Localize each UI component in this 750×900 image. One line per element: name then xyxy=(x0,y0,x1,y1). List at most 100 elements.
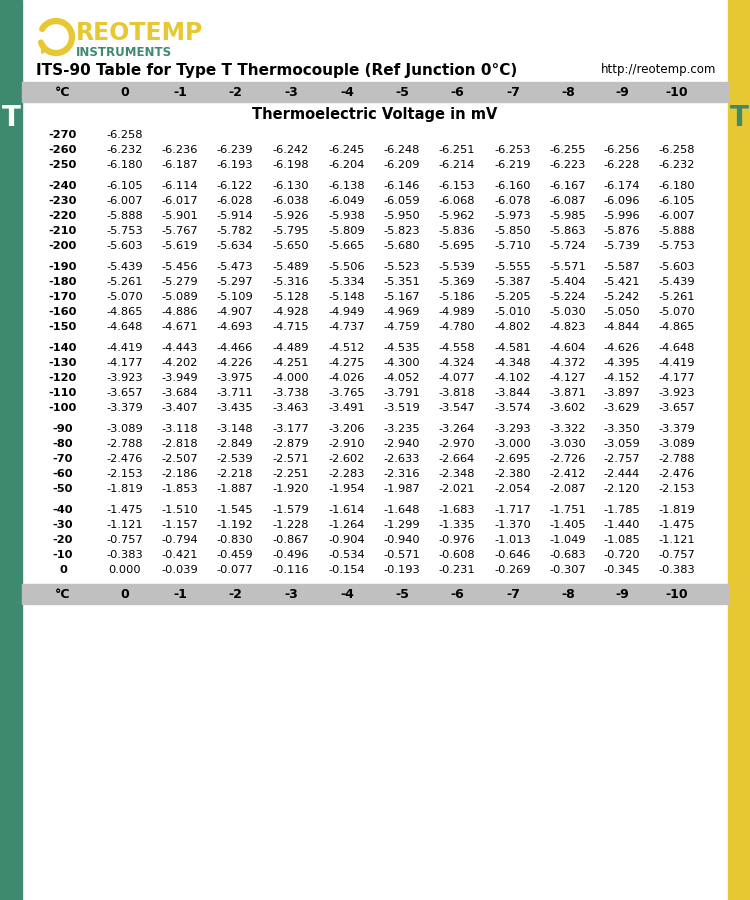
Text: -5.724: -5.724 xyxy=(550,240,586,250)
Text: -4.780: -4.780 xyxy=(439,321,476,331)
Text: 0: 0 xyxy=(121,86,129,98)
Text: -2.153: -2.153 xyxy=(658,483,695,493)
Text: -4.949: -4.949 xyxy=(328,307,365,317)
Text: -5.823: -5.823 xyxy=(384,226,420,236)
Text: -2.571: -2.571 xyxy=(273,454,309,464)
Text: -0.794: -0.794 xyxy=(162,535,198,545)
Text: -0.345: -0.345 xyxy=(604,564,640,574)
Text: -7: -7 xyxy=(506,86,520,98)
Text: -5.888: -5.888 xyxy=(106,211,143,221)
Text: -4.348: -4.348 xyxy=(495,358,531,368)
Text: -130: -130 xyxy=(49,358,77,368)
Text: -2.186: -2.186 xyxy=(162,469,198,479)
Text: -20: -20 xyxy=(53,535,74,545)
Text: -2.757: -2.757 xyxy=(604,454,640,464)
Text: -6.068: -6.068 xyxy=(439,196,476,206)
Text: -4.395: -4.395 xyxy=(604,358,640,368)
Text: -0.757: -0.757 xyxy=(658,550,695,560)
Text: -5.489: -5.489 xyxy=(273,263,309,273)
Text: -5.767: -5.767 xyxy=(162,226,198,236)
Text: -10: -10 xyxy=(53,550,74,560)
Text: -4.604: -4.604 xyxy=(550,344,586,354)
Text: -5: -5 xyxy=(395,588,409,601)
Text: -60: -60 xyxy=(53,469,74,479)
Text: -6.059: -6.059 xyxy=(384,196,420,206)
Text: -5.167: -5.167 xyxy=(384,292,420,302)
Text: -6.193: -6.193 xyxy=(217,159,254,169)
Text: -3.059: -3.059 xyxy=(604,439,640,449)
Text: -5.926: -5.926 xyxy=(273,211,309,221)
Text: INSTRUMENTS: INSTRUMENTS xyxy=(76,46,172,58)
Text: -5.050: -5.050 xyxy=(604,307,640,317)
Text: -4.275: -4.275 xyxy=(328,358,365,368)
Text: -1.121: -1.121 xyxy=(658,535,695,545)
Text: -1.475: -1.475 xyxy=(106,506,143,516)
Text: -4.648: -4.648 xyxy=(658,344,695,354)
Text: -4.466: -4.466 xyxy=(217,344,253,354)
Text: -6.096: -6.096 xyxy=(604,196,640,206)
Text: -4.512: -4.512 xyxy=(328,344,365,354)
Text: -2.818: -2.818 xyxy=(162,439,198,449)
Text: -0.534: -0.534 xyxy=(328,550,365,560)
Text: -3.657: -3.657 xyxy=(106,388,143,398)
Text: -3.089: -3.089 xyxy=(106,425,143,435)
Text: -1.049: -1.049 xyxy=(550,535,586,545)
Text: -2.940: -2.940 xyxy=(384,439,420,449)
Text: -4.969: -4.969 xyxy=(384,307,420,317)
Text: -80: -80 xyxy=(53,439,74,449)
Text: -6.078: -6.078 xyxy=(495,196,531,206)
Text: -0.646: -0.646 xyxy=(495,550,531,560)
Text: -1.887: -1.887 xyxy=(217,483,254,493)
Text: -3.897: -3.897 xyxy=(604,388,640,398)
Text: -0.383: -0.383 xyxy=(658,564,695,574)
Text: -3.118: -3.118 xyxy=(162,425,198,435)
Text: -6.258: -6.258 xyxy=(658,145,695,155)
Text: -5.387: -5.387 xyxy=(495,277,531,287)
Text: -3.293: -3.293 xyxy=(495,425,531,435)
Text: -4.535: -4.535 xyxy=(384,344,420,354)
Text: -160: -160 xyxy=(49,307,77,317)
Text: -4.886: -4.886 xyxy=(162,307,198,317)
Text: -1.192: -1.192 xyxy=(217,520,254,530)
Text: -1.370: -1.370 xyxy=(495,520,531,530)
Text: -6.248: -6.248 xyxy=(384,145,420,155)
Text: -5.836: -5.836 xyxy=(439,226,476,236)
Text: -5.439: -5.439 xyxy=(658,277,695,287)
Text: -4.419: -4.419 xyxy=(106,344,143,354)
Text: -150: -150 xyxy=(49,321,77,331)
Text: -4.152: -4.152 xyxy=(604,373,640,383)
Text: -5.650: -5.650 xyxy=(273,240,309,250)
Text: -1.545: -1.545 xyxy=(217,506,254,516)
Text: -1.121: -1.121 xyxy=(106,520,143,530)
Text: T: T xyxy=(2,104,20,132)
Text: -0.154: -0.154 xyxy=(328,564,365,574)
Text: -90: -90 xyxy=(53,425,74,435)
Text: 0: 0 xyxy=(59,564,67,574)
Text: -5.876: -5.876 xyxy=(604,226,640,236)
Text: -6.258: -6.258 xyxy=(106,130,143,140)
Text: -4.865: -4.865 xyxy=(106,307,143,317)
Text: -3.574: -3.574 xyxy=(495,402,531,412)
Text: -5.603: -5.603 xyxy=(658,263,695,273)
Text: -1.648: -1.648 xyxy=(384,506,420,516)
Text: -4.671: -4.671 xyxy=(162,321,198,331)
Text: -2.380: -2.380 xyxy=(495,469,531,479)
Text: -5.938: -5.938 xyxy=(328,211,365,221)
Text: -3.000: -3.000 xyxy=(495,439,531,449)
Text: -4.202: -4.202 xyxy=(162,358,198,368)
Text: -250: -250 xyxy=(49,159,77,169)
Text: -1.440: -1.440 xyxy=(604,520,640,530)
Text: -1.785: -1.785 xyxy=(604,506,640,516)
Text: -2.316: -2.316 xyxy=(384,469,420,479)
Text: -2.910: -2.910 xyxy=(328,439,365,449)
Text: -4: -4 xyxy=(340,588,354,601)
Text: -5.242: -5.242 xyxy=(604,292,640,302)
Text: -0.867: -0.867 xyxy=(273,535,309,545)
Text: -3.519: -3.519 xyxy=(383,402,420,412)
Text: -3.818: -3.818 xyxy=(439,388,476,398)
Text: -5.128: -5.128 xyxy=(273,292,309,302)
Text: REOTEMP: REOTEMP xyxy=(76,21,203,45)
Bar xyxy=(22,82,728,102)
Text: -170: -170 xyxy=(49,292,77,302)
Text: -8: -8 xyxy=(561,588,574,601)
